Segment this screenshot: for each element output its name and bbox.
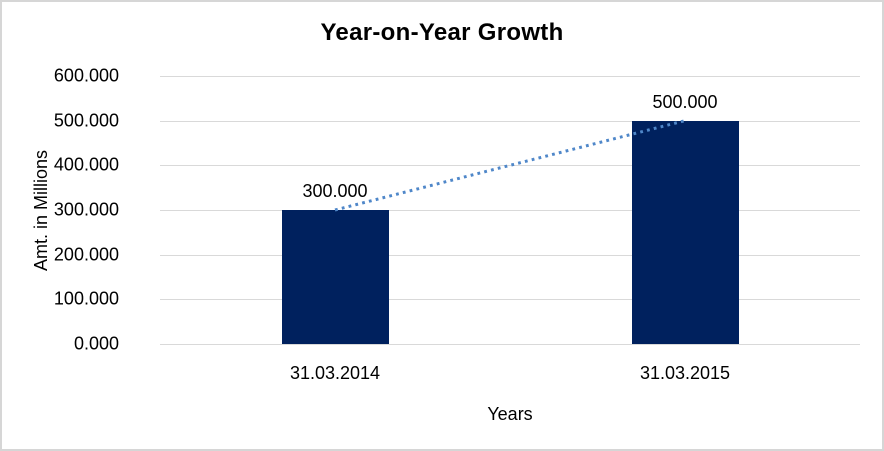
x-axis-title: Years	[487, 404, 533, 424]
y-tick-label: 600.000	[53, 65, 119, 86]
y-tick-label: 500.000	[53, 110, 119, 131]
y-gridline	[160, 165, 860, 167]
bar-31.03.2014	[281, 210, 389, 344]
x-tick-label: 31.03.2015	[639, 363, 731, 383]
y-gridline	[160, 254, 860, 256]
bar-31.03.2015	[631, 120, 739, 344]
y-tick-label: 200.000	[53, 244, 119, 265]
y-tick-label: 0.000	[73, 333, 119, 354]
y-gridline	[160, 344, 860, 345]
chart-title: Year-on-Year Growth	[320, 19, 564, 46]
y-axis-title: Amt. in Millions	[28, 76, 56, 344]
y-tick-label: 100.000	[53, 288, 119, 309]
y-axis-title-text: Amt. in Millions	[31, 149, 52, 271]
bar-value-label: 500.000	[652, 91, 718, 112]
plot-area: 0.000 100.000 200.000 300.000 400.000 500.000…	[54, 66, 860, 354]
y-tick-label: 400.000	[53, 154, 119, 175]
y-gridline	[160, 299, 860, 301]
y-gridline	[160, 120, 860, 122]
bar-value-label: 300.000	[302, 181, 368, 201]
x-tick-label: 31.03.2014	[289, 363, 381, 383]
y-gridline	[160, 76, 860, 77]
y-gridline	[160, 210, 860, 211]
y-tick-label: 300.000	[53, 199, 119, 220]
